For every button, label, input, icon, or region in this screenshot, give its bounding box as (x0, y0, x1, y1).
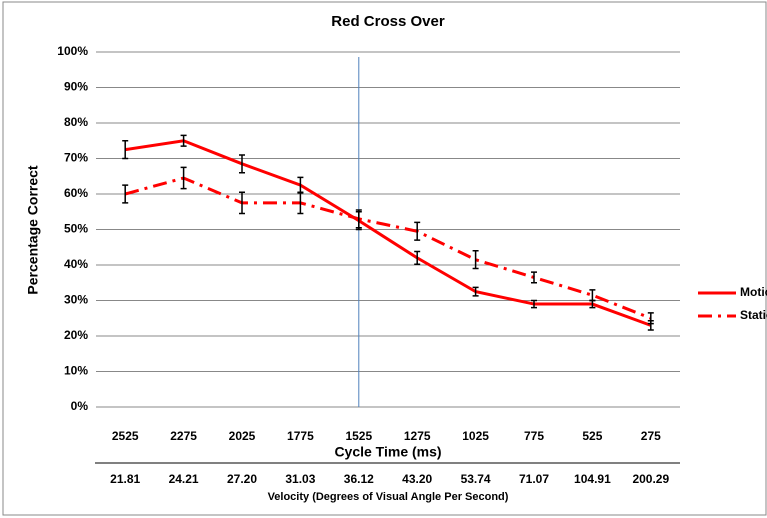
error-bar (414, 221, 421, 241)
x-tick-label: 525 (582, 429, 602, 443)
series-line (124, 176, 652, 320)
x-tick-label: 2275 (170, 429, 197, 443)
x2-tick-label: 43.20 (402, 472, 432, 486)
error-bar (531, 299, 537, 309)
error-bar (122, 140, 129, 160)
x-tick-label: 2525 (112, 429, 139, 443)
error-bar (239, 191, 245, 215)
x-tick-label: 1025 (462, 429, 489, 443)
y-tick-label: 60% (64, 186, 88, 200)
error-bar (297, 191, 304, 215)
error-bar (355, 209, 362, 229)
x-axis-title: Cycle Time (ms) (334, 444, 441, 460)
error-bar (180, 166, 187, 190)
series-line (124, 139, 652, 327)
x2-tick-label: 71.07 (519, 472, 549, 486)
y-tick-label: 90% (64, 80, 88, 94)
x2-tick-label: 27.20 (227, 472, 257, 486)
x-tick-label: 1775 (287, 429, 314, 443)
x2-tick-label: 31.03 (285, 472, 315, 486)
y-tick-label: 30% (64, 293, 88, 307)
error-bar (239, 154, 245, 174)
y-tick-label: 50% (64, 222, 88, 236)
error-bar (180, 134, 187, 147)
x2-tick-label: 24.21 (169, 472, 199, 486)
error-bar (472, 250, 479, 270)
y-axis-title: Percentage Correct (25, 165, 41, 295)
x-tick-label: 275 (641, 429, 661, 443)
y-tick-label: 40% (64, 257, 88, 271)
y-tick-label: 70% (64, 151, 88, 165)
y-tick-label: 20% (64, 328, 88, 342)
x-tick-label: 2025 (229, 429, 256, 443)
error-bar (472, 286, 479, 297)
y-tick-label: 100% (57, 44, 88, 58)
x2-tick-label: 53.74 (461, 472, 491, 486)
x2-tick-label: 21.81 (110, 472, 140, 486)
x2-tick-label: 104.91 (574, 472, 611, 486)
x-tick-label: 775 (524, 429, 544, 443)
error-bar (589, 289, 596, 302)
error-bar (414, 250, 421, 266)
y-tick-label: 80% (64, 115, 88, 129)
x-tick-label: 1275 (404, 429, 431, 443)
x2-axis-title: Velocity (Degrees of Visual Angle Per Se… (268, 491, 509, 503)
chart-title: Red Cross Over (331, 13, 445, 30)
x-tick-label: 1525 (345, 429, 372, 443)
x2-tick-label: 200.29 (632, 472, 669, 486)
error-bar (531, 271, 537, 284)
x2-tick-label: 36.12 (344, 472, 374, 486)
legend-label: Static (740, 308, 767, 322)
y-tick-label: 10% (64, 364, 88, 378)
legend-label: Motion (740, 285, 767, 299)
y-tick-label: 0% (71, 399, 89, 413)
error-bar (122, 184, 129, 204)
error-bar (647, 312, 654, 325)
